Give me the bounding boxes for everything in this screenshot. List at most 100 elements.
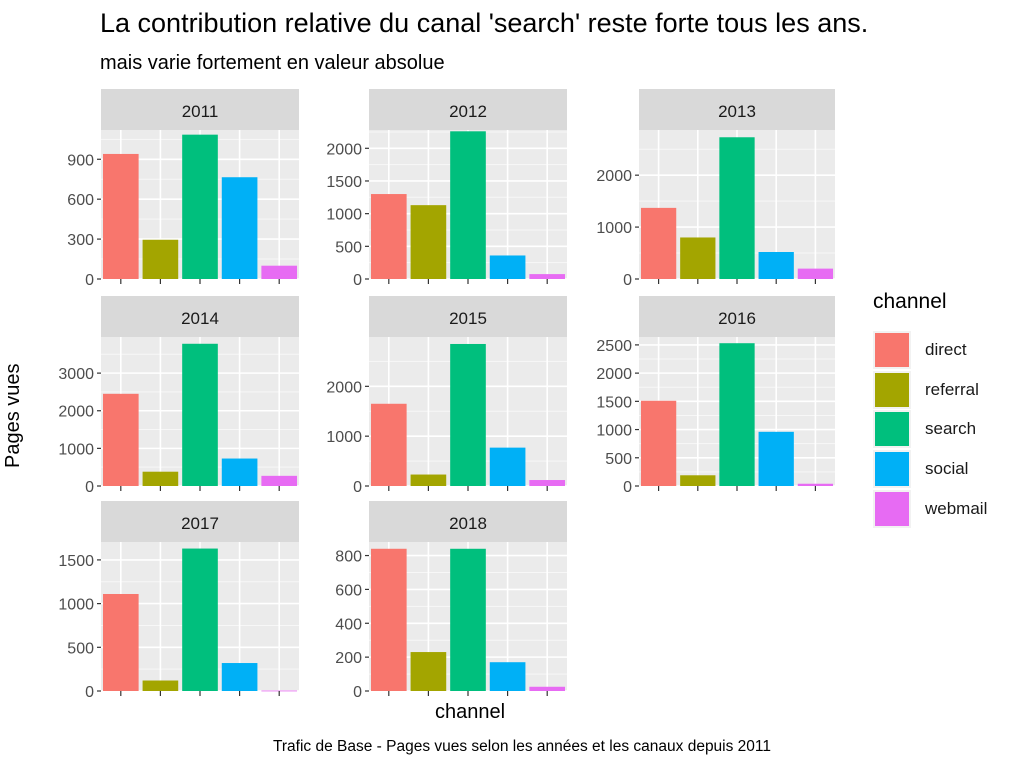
y-tick-label: 2000	[58, 404, 94, 421]
y-tick-label: 0	[623, 479, 632, 496]
bar-referral-2015	[410, 474, 447, 486]
facet-strip	[101, 501, 299, 542]
bar-webmail-2018	[529, 686, 566, 691]
facet-panel-2016: 2016 0 500 1000 1500 2000 2500	[596, 296, 835, 496]
bar-direct-2015	[370, 403, 407, 486]
bar-social-2012	[489, 255, 526, 279]
bar-social-2018	[489, 662, 526, 691]
bar-direct-2014	[102, 393, 139, 486]
facet-strip-label: 2015	[449, 309, 487, 328]
facet-panel-2011: 2011 0 300 600 900	[67, 89, 299, 289]
y-tick-label: 1500	[326, 174, 362, 191]
legend-swatch-referral	[875, 373, 909, 407]
x-axis-label: channel	[434, 701, 506, 723]
bar-webmail-2012	[529, 274, 566, 279]
legend-label-direct: direct	[925, 340, 967, 359]
facet-strip-label: 2014	[181, 309, 219, 328]
bar-social-2013	[758, 252, 794, 279]
bar-search-2012	[450, 131, 486, 279]
y-tick-label: 0	[85, 272, 94, 289]
bar-webmail-2014	[261, 475, 298, 486]
bar-social-2014	[221, 458, 258, 486]
y-tick-label: 1500	[596, 394, 632, 411]
y-tick-label: 400	[335, 616, 362, 633]
y-tick-label: 0	[623, 272, 632, 289]
bar-search-2014	[182, 343, 218, 486]
y-tick-label: 2000	[596, 366, 632, 383]
y-tick-label: 500	[605, 451, 632, 468]
facet-strip-label: 2017	[181, 514, 219, 533]
bar-social-2011	[221, 177, 258, 279]
y-tick-label: 1000	[326, 207, 362, 224]
y-tick-label: 800	[335, 549, 362, 566]
bar-search-2015	[450, 343, 486, 486]
y-axis-label: Pages vues	[2, 363, 24, 468]
bar-referral-2012	[410, 205, 447, 279]
legend-title: channel	[873, 290, 947, 313]
bar-webmail-2017	[261, 690, 298, 692]
facet-strip	[639, 296, 835, 337]
bar-referral-2017	[142, 680, 179, 691]
facet-strip-label: 2016	[718, 309, 756, 328]
bar-referral-2018	[410, 652, 447, 691]
bar-referral-2011	[142, 239, 179, 279]
y-tick-label: 1000	[596, 220, 632, 237]
bar-social-2017	[221, 663, 258, 691]
bar-referral-2013	[680, 237, 716, 279]
legend-label-social: social	[925, 459, 969, 478]
facet-panel-2012: 2012 0 500 1000 1500 2000	[326, 89, 567, 289]
bar-search-2018	[450, 548, 486, 691]
y-tick-label: 2500	[596, 338, 632, 355]
chart-subtitle: mais varie fortement en valeur absolue	[100, 52, 445, 74]
y-tick-label: 2000	[326, 379, 362, 396]
facet-panel-2017: 2017 0 500 1000 1500	[58, 501, 299, 701]
legend-swatch-direct	[875, 333, 909, 367]
facet-strip	[101, 89, 299, 130]
y-tick-label: 0	[353, 479, 362, 496]
bar-social-2015	[489, 447, 526, 486]
y-tick-label: 600	[335, 582, 362, 599]
y-tick-label: 2000	[596, 168, 632, 185]
chart-title: La contribution relative du canal 'searc…	[100, 8, 869, 38]
facet-panel-2018: 2018 0 200 400 600 800	[335, 501, 567, 701]
bar-search-2016	[719, 343, 755, 486]
bar-search-2011	[182, 134, 218, 279]
facet-strip-label: 2012	[449, 102, 487, 121]
y-tick-label: 900	[67, 152, 94, 169]
bar-search-2017	[182, 548, 218, 691]
y-tick-label: 1000	[58, 441, 94, 458]
legend-label-referral: referral	[925, 380, 979, 399]
y-tick-label: 0	[85, 479, 94, 496]
bar-direct-2011	[102, 153, 139, 279]
facet-panel-2013: 2013 0 1000 2000	[596, 89, 835, 289]
bar-referral-2014	[142, 471, 179, 486]
legend-swatch-social	[875, 452, 909, 486]
bar-direct-2016	[640, 400, 677, 486]
bar-webmail-2015	[529, 480, 566, 486]
bar-webmail-2016	[797, 483, 834, 486]
facet-strip	[369, 89, 567, 130]
facet-strip	[369, 296, 567, 337]
facet-strip-label: 2018	[449, 514, 487, 533]
y-tick-label: 2000	[326, 141, 362, 158]
bar-direct-2017	[102, 593, 139, 691]
y-tick-label: 0	[353, 272, 362, 289]
bar-direct-2013	[640, 207, 677, 279]
facet-strip	[369, 501, 567, 542]
facet-panel-2015: 2015 0 1000 2000	[326, 296, 567, 496]
y-tick-label: 1000	[326, 429, 362, 446]
bar-social-2016	[758, 431, 794, 486]
y-tick-label: 500	[67, 640, 94, 657]
legend-swatch-webmail	[875, 492, 909, 526]
facet-strip-label: 2011	[182, 102, 219, 121]
bar-direct-2012	[370, 194, 407, 279]
chart-caption: Trafic de Base - Pages vues selon les an…	[272, 738, 772, 755]
y-tick-label: 300	[67, 232, 94, 249]
y-tick-label: 3000	[58, 366, 94, 383]
y-tick-label: 0	[353, 684, 362, 701]
bar-webmail-2011	[261, 265, 298, 279]
y-tick-label: 1500	[58, 553, 94, 570]
legend-label-search: search	[925, 419, 977, 438]
legend-label-webmail: webmail	[925, 499, 988, 518]
